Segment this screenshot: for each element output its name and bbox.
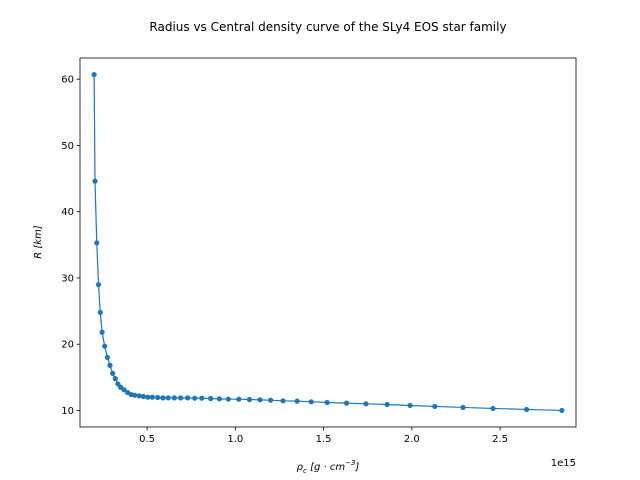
data-point (99, 329, 105, 335)
y-axis-ticks: 10 20 30 40 50 60 (61, 75, 80, 417)
data-point (208, 395, 214, 402)
data-point (490, 405, 496, 412)
series-layer (91, 71, 565, 414)
y-axis-label-units: [km] (33, 225, 44, 252)
x-axis-offset-label: 1e15 (551, 458, 576, 469)
data-point (246, 396, 253, 403)
data-point (216, 396, 223, 402)
data-point (185, 395, 191, 401)
data-point (257, 397, 263, 403)
x-axis-label: ρc [g · cm−3] (297, 459, 360, 475)
data-point (384, 401, 390, 408)
data-point (199, 395, 205, 401)
data-point (523, 406, 530, 413)
data-point (559, 407, 565, 414)
x-axis-label-close: ] (354, 462, 359, 473)
x-tick-label: 1.5 (316, 434, 332, 445)
data-point (110, 370, 116, 376)
data-point (268, 397, 274, 403)
data-point (121, 387, 127, 393)
plot-frame (79, 57, 577, 428)
data-point (112, 376, 118, 382)
data-point (140, 393, 147, 400)
data-point (97, 309, 103, 315)
data-point (343, 400, 350, 406)
data-point (136, 393, 142, 399)
data-point (132, 392, 138, 398)
data-point (102, 343, 108, 349)
data-point (363, 401, 369, 407)
x-tick-label: 2.0 (404, 434, 420, 445)
y-tick-label: 10 (61, 406, 74, 417)
x-tick-label: 2.5 (492, 434, 508, 445)
data-point (280, 398, 286, 404)
x-axis-label-units: [g · cm (307, 462, 345, 473)
y-axis-label: R [km] (33, 225, 44, 259)
data-point (432, 403, 438, 410)
data-point (145, 394, 151, 400)
chart-title: Radius vs Central density curve of the S… (149, 20, 506, 34)
y-tick-label: 40 (61, 207, 74, 218)
x-axis-ticks: 0.5 1.0 1.5 2.0 2.5 (139, 427, 508, 445)
data-point (155, 394, 161, 401)
data-point (104, 354, 110, 361)
y-tick-label: 30 (61, 273, 74, 284)
x-axis-label-subscript: c (303, 467, 307, 475)
data-point (165, 395, 171, 401)
x-tick-label: 1.0 (227, 434, 243, 445)
plot-area (80, 58, 576, 427)
data-point (225, 396, 231, 402)
data-point (460, 404, 466, 411)
data-point (192, 395, 198, 401)
y-tick-label: 60 (61, 75, 74, 86)
data-point (236, 396, 242, 402)
data-point (118, 384, 124, 390)
y-axis-label-symbol: R (33, 252, 44, 259)
data-point (294, 398, 300, 404)
y-tick-label: 20 (61, 340, 74, 351)
data-point (149, 394, 155, 400)
data-point (91, 71, 97, 78)
y-tick-label: 50 (61, 141, 74, 152)
data-point (178, 395, 184, 401)
data-point (407, 402, 413, 409)
data-point (171, 395, 178, 401)
x-axis-label-symbol: ρ (297, 462, 304, 473)
data-point (160, 395, 166, 401)
x-axis-label-exponent: −3 (345, 459, 355, 467)
data-point (324, 399, 330, 406)
data-point (107, 362, 113, 368)
data-point (308, 399, 314, 405)
data-point (92, 178, 98, 184)
data-point (95, 281, 102, 288)
data-point (94, 240, 100, 246)
x-tick-label: 0.5 (139, 434, 155, 445)
